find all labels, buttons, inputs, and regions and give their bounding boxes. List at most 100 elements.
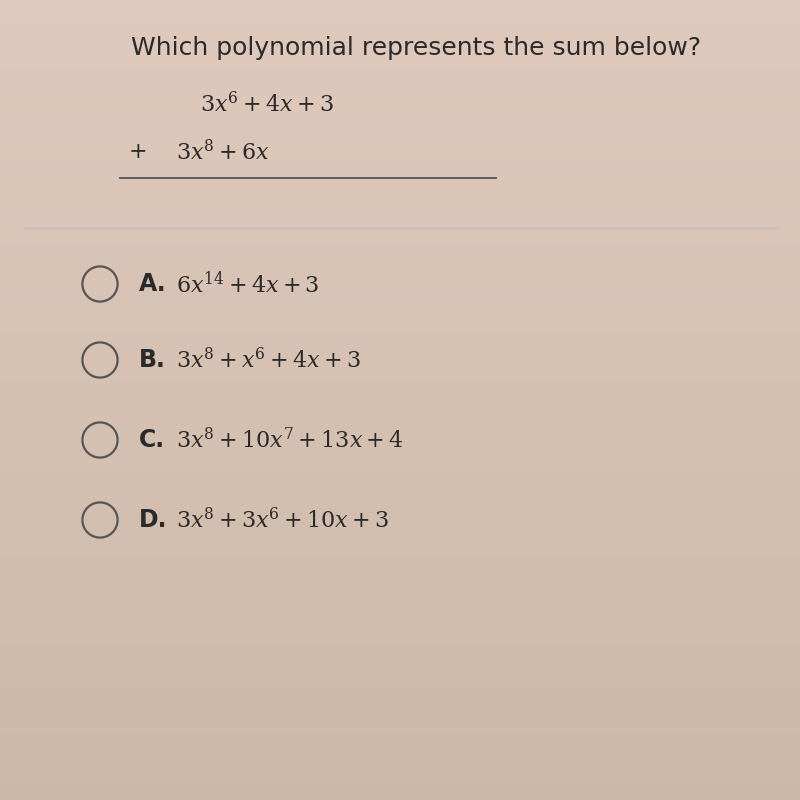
Bar (0, 532, 800, 533)
Bar (0, 379, 800, 380)
Bar (0, 248, 800, 249)
Bar (0, 234, 800, 235)
Bar (0, 294, 800, 295)
Bar (0, 780, 800, 781)
Bar (0, 310, 800, 311)
Bar (0, 61, 800, 62)
Bar (0, 167, 800, 168)
Bar (0, 322, 800, 323)
Bar (0, 269, 800, 270)
Bar (0, 704, 800, 705)
Bar (0, 782, 800, 783)
Bar (0, 18, 800, 19)
Bar (0, 537, 800, 538)
Bar (0, 519, 800, 520)
Bar (0, 513, 800, 514)
Bar (0, 60, 800, 61)
Bar (0, 724, 800, 725)
Bar (0, 296, 800, 297)
Bar (0, 645, 800, 646)
Bar (0, 621, 800, 622)
Bar (0, 516, 800, 517)
Bar (0, 110, 800, 111)
Bar (0, 272, 800, 273)
Bar (0, 486, 800, 487)
Bar (0, 431, 800, 432)
Bar (0, 356, 800, 357)
Bar (0, 497, 800, 498)
Bar (0, 159, 800, 160)
Bar (0, 398, 800, 399)
Bar (0, 438, 800, 439)
Bar (0, 478, 800, 479)
Bar (0, 27, 800, 28)
Bar (0, 700, 800, 701)
Bar (0, 416, 800, 417)
Bar (0, 391, 800, 392)
Bar (0, 489, 800, 490)
Bar (0, 680, 800, 681)
Bar (0, 568, 800, 569)
Bar (0, 424, 800, 425)
Bar (0, 157, 800, 158)
Bar (0, 547, 800, 548)
Bar (0, 293, 800, 294)
Bar (0, 788, 800, 789)
Bar (0, 406, 800, 407)
Bar (0, 285, 800, 286)
Bar (0, 580, 800, 581)
Bar (0, 386, 800, 387)
Bar (0, 366, 800, 367)
Bar (0, 742, 800, 743)
Bar (0, 346, 800, 347)
Bar (0, 426, 800, 427)
Text: A.: A. (138, 272, 166, 296)
Bar (0, 713, 800, 714)
Bar (0, 511, 800, 512)
Bar (0, 755, 800, 756)
Bar (0, 689, 800, 690)
Bar (0, 208, 800, 209)
Bar (0, 630, 800, 631)
Bar (0, 527, 800, 528)
Bar (0, 251, 800, 252)
Bar (0, 614, 800, 615)
Bar (0, 257, 800, 258)
Bar (0, 791, 800, 792)
Bar (0, 220, 800, 221)
Bar (0, 308, 800, 309)
Bar (0, 589, 800, 590)
Bar (0, 682, 800, 683)
Bar (0, 748, 800, 749)
Bar (0, 625, 800, 626)
Bar (0, 499, 800, 500)
Bar (0, 79, 800, 80)
Bar (0, 726, 800, 727)
Bar (0, 163, 800, 164)
Bar (0, 774, 800, 775)
Bar (0, 146, 800, 147)
Bar (0, 779, 800, 780)
Bar (0, 534, 800, 535)
Bar (0, 619, 800, 620)
Bar (0, 472, 800, 473)
Bar (0, 711, 800, 712)
Bar (0, 198, 800, 199)
Bar (0, 613, 800, 614)
Bar (0, 456, 800, 457)
Bar (0, 767, 800, 768)
Bar (0, 400, 800, 401)
Bar (0, 798, 800, 799)
Bar (0, 376, 800, 377)
Bar (0, 411, 800, 412)
Bar (0, 756, 800, 757)
Bar (0, 304, 800, 305)
Bar (0, 505, 800, 506)
Bar (0, 512, 800, 513)
Bar (0, 671, 800, 672)
Bar (0, 436, 800, 437)
Bar (0, 178, 800, 179)
Bar (0, 13, 800, 14)
Bar (0, 318, 800, 319)
Bar (0, 323, 800, 324)
